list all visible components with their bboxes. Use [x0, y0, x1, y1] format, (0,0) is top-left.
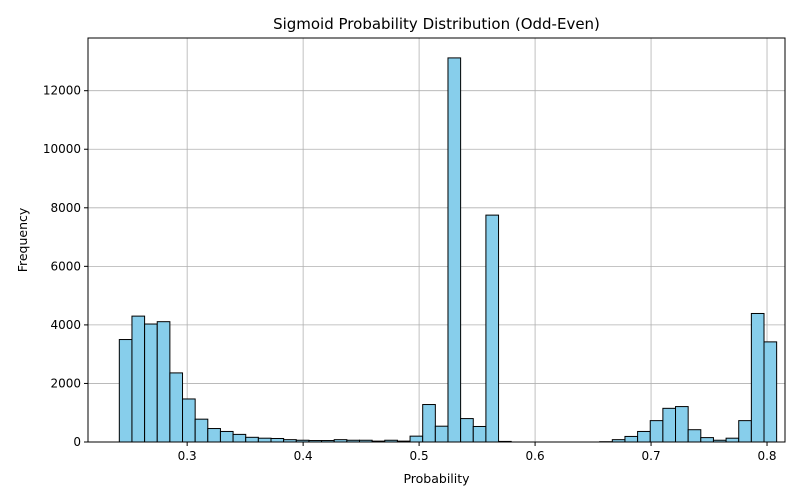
- histogram-bar: [422, 404, 436, 443]
- histogram-bar: [662, 407, 677, 443]
- histogram-bar: [624, 435, 639, 443]
- histogram-bar: [725, 437, 740, 443]
- x-tick-label: 0.7: [642, 449, 661, 463]
- histogram-bar: [219, 430, 234, 443]
- histogram-bar: [687, 429, 702, 443]
- histogram-bar: [182, 398, 196, 443]
- histogram-bars: [118, 57, 778, 443]
- histogram-bar: [750, 312, 765, 443]
- histogram-bar: [194, 418, 209, 443]
- histogram-bar: [232, 433, 247, 443]
- x-axis-label: Probability: [403, 471, 470, 486]
- x-tick-label: 0.5: [410, 449, 429, 463]
- histogram-bar: [738, 420, 752, 443]
- y-axis-label: Frequency: [15, 207, 30, 272]
- histogram-bar: [763, 341, 778, 443]
- histogram-bar: [156, 321, 171, 443]
- plot-frame: [87, 37, 786, 443]
- histogram-bar: [675, 406, 689, 443]
- x-tick-label: 0.6: [526, 449, 545, 463]
- histogram-bar: [257, 437, 272, 443]
- histogram-bar: [270, 437, 285, 443]
- histogram-bar: [485, 214, 500, 443]
- chart-title: Sigmoid Probability Distribution (Odd-Ev…: [273, 15, 600, 33]
- y-tick-label: 10000: [43, 142, 81, 156]
- histogram-bar: [207, 428, 221, 443]
- y-axis-ticks: 0 2000 4000 6000 8000 10000 12000: [43, 84, 88, 449]
- histogram-bar: [409, 435, 424, 443]
- histogram-bar: [118, 339, 133, 443]
- x-tick-label: 0.8: [757, 449, 776, 463]
- x-tick-label: 0.4: [294, 449, 313, 463]
- histogram-bar: [131, 315, 146, 443]
- histogram-bar: [460, 418, 474, 443]
- y-tick-label: 8000: [50, 201, 81, 215]
- y-tick-label: 6000: [50, 259, 81, 273]
- histogram-bar: [447, 57, 462, 443]
- histogram-bar: [649, 420, 664, 443]
- histogram-bar: [472, 425, 487, 443]
- histogram-bar: [434, 425, 449, 443]
- histogram-bar: [245, 436, 259, 443]
- histogram-bar: [169, 372, 184, 443]
- y-tick-label: 4000: [50, 318, 81, 332]
- histogram-bar: [637, 430, 651, 443]
- y-tick-label: 2000: [50, 376, 81, 390]
- y-tick-label: 12000: [43, 84, 81, 98]
- histogram-bar: [700, 437, 714, 443]
- histogram-bar: [144, 323, 158, 443]
- y-tick-label: 0: [73, 435, 81, 449]
- x-axis-ticks: 0.3 0.4 0.5 0.6 0.7 0.8: [178, 442, 777, 463]
- x-tick-label: 0.3: [178, 449, 197, 463]
